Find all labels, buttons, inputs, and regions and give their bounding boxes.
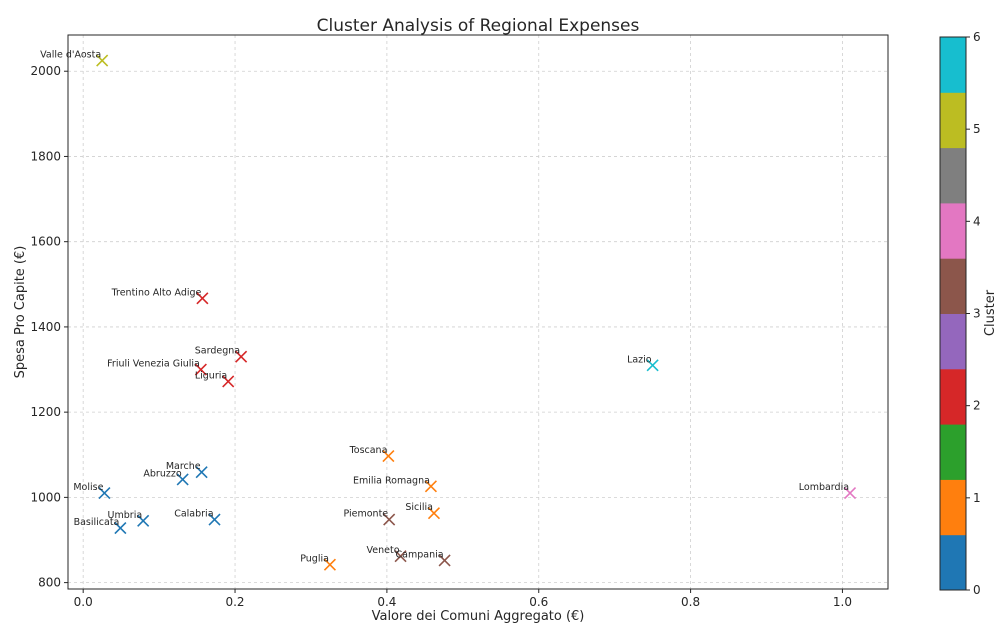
plot-frame [67, 34, 889, 590]
data-point [382, 449, 395, 463]
data-point [98, 487, 111, 500]
data-point [114, 521, 127, 535]
colorbar-segment [940, 424, 966, 480]
y-tick-label: 1200 [30, 405, 61, 419]
colorbar-segment [940, 147, 966, 204]
point-label: Toscana [349, 445, 388, 456]
colorbar-segment [940, 368, 966, 425]
x-tick-label: 1.0 [833, 595, 852, 609]
data-point [843, 487, 857, 500]
point-label: Veneto [367, 545, 400, 556]
point-label: Abruzzo [143, 468, 181, 479]
point-label: Friuli Venezia Giulia [107, 359, 200, 370]
data-point [194, 363, 207, 376]
point-label: Emilia Romagna [353, 475, 430, 486]
point-label: Calabria [174, 509, 213, 520]
colorbar-segment [940, 313, 966, 370]
point-labels: Valle d'Aosta Trentino Alto Adige Sardegna… [40, 50, 849, 565]
x-tick-label: 0.0 [74, 595, 93, 609]
colorbar-segment [940, 92, 966, 149]
colorbar-tick-label: 2 [973, 399, 981, 413]
colorbar-tick-label: 0 [973, 583, 981, 597]
point-label: Basilicata [74, 517, 120, 528]
point-label: Molise [73, 482, 103, 493]
y-tick-label: 1600 [30, 235, 61, 249]
x-axis-ticks: 0.0 0.2 0.4 0.6 0.8 1.0 [74, 589, 852, 609]
colorbar-segments [940, 37, 966, 591]
colorbar-ticks: 0 1 2 3 4 5 6 [966, 30, 981, 597]
colorbar-tick-label: 4 [973, 214, 981, 228]
colorbar-segment [940, 37, 966, 93]
data-point [427, 507, 441, 520]
y-axis-ticks: 800 1000 1200 1400 1600 1800 2000 [30, 64, 68, 590]
x-tick-label: 0.8 [681, 595, 700, 609]
point-label: Sicilia [405, 502, 433, 513]
colorbar-tick-label: 5 [973, 122, 981, 136]
colorbar-tick-label: 3 [973, 307, 981, 321]
grid-lines [68, 35, 888, 589]
point-label: Marche [166, 461, 201, 472]
colorbar-label: Cluster [983, 289, 998, 336]
point-label: Valle d'Aosta [40, 50, 101, 61]
y-axis-label: Spesa Pro Capite (€) [13, 246, 28, 379]
colorbar: 0 1 2 3 4 5 6 Cluster [939, 30, 998, 597]
x-tick-label: 0.2 [225, 595, 244, 609]
data-point [394, 550, 407, 563]
point-label: Liguria [195, 370, 227, 381]
y-tick-label: 1400 [30, 320, 61, 334]
data-point [424, 480, 437, 493]
point-label: Umbria [108, 510, 143, 521]
point-label: Lazio [627, 354, 652, 365]
point-label: Puglia [300, 554, 329, 565]
colorbar-segment [940, 534, 966, 591]
colorbar-segment [940, 479, 966, 536]
point-label: Trentino Alto Adige [111, 287, 202, 298]
data-point [196, 292, 209, 305]
y-tick-label: 1000 [30, 490, 61, 504]
data-point [208, 513, 221, 526]
point-label: Lombardia [799, 482, 849, 493]
x-axis-label: Valore dei Comuni Aggregato (€) [372, 609, 585, 624]
colorbar-segment [940, 258, 966, 314]
y-tick-label: 800 [38, 576, 61, 590]
y-tick-label: 1800 [30, 149, 61, 163]
data-point [137, 514, 150, 527]
colorbar-tick-label: 1 [973, 491, 981, 505]
y-tick-label: 2000 [30, 64, 61, 78]
x-tick-label: 0.4 [377, 595, 396, 609]
point-label: Piemonte [343, 509, 388, 520]
chart-title: Cluster Analysis of Regional Expenses [317, 16, 640, 36]
data-point [323, 558, 337, 571]
data-point [222, 375, 235, 388]
point-label: Sardegna [195, 346, 240, 357]
data-point [646, 359, 659, 372]
data-point [195, 466, 208, 479]
x-tick-label: 0.6 [529, 595, 548, 609]
data-points [96, 54, 857, 571]
data-point [438, 554, 451, 567]
colorbar-tick-label: 6 [973, 30, 981, 44]
data-point [383, 513, 396, 526]
data-point [235, 350, 248, 363]
point-label: Campania [396, 549, 444, 560]
data-point [176, 473, 189, 486]
colorbar-segment [940, 202, 966, 259]
data-point [96, 54, 109, 67]
